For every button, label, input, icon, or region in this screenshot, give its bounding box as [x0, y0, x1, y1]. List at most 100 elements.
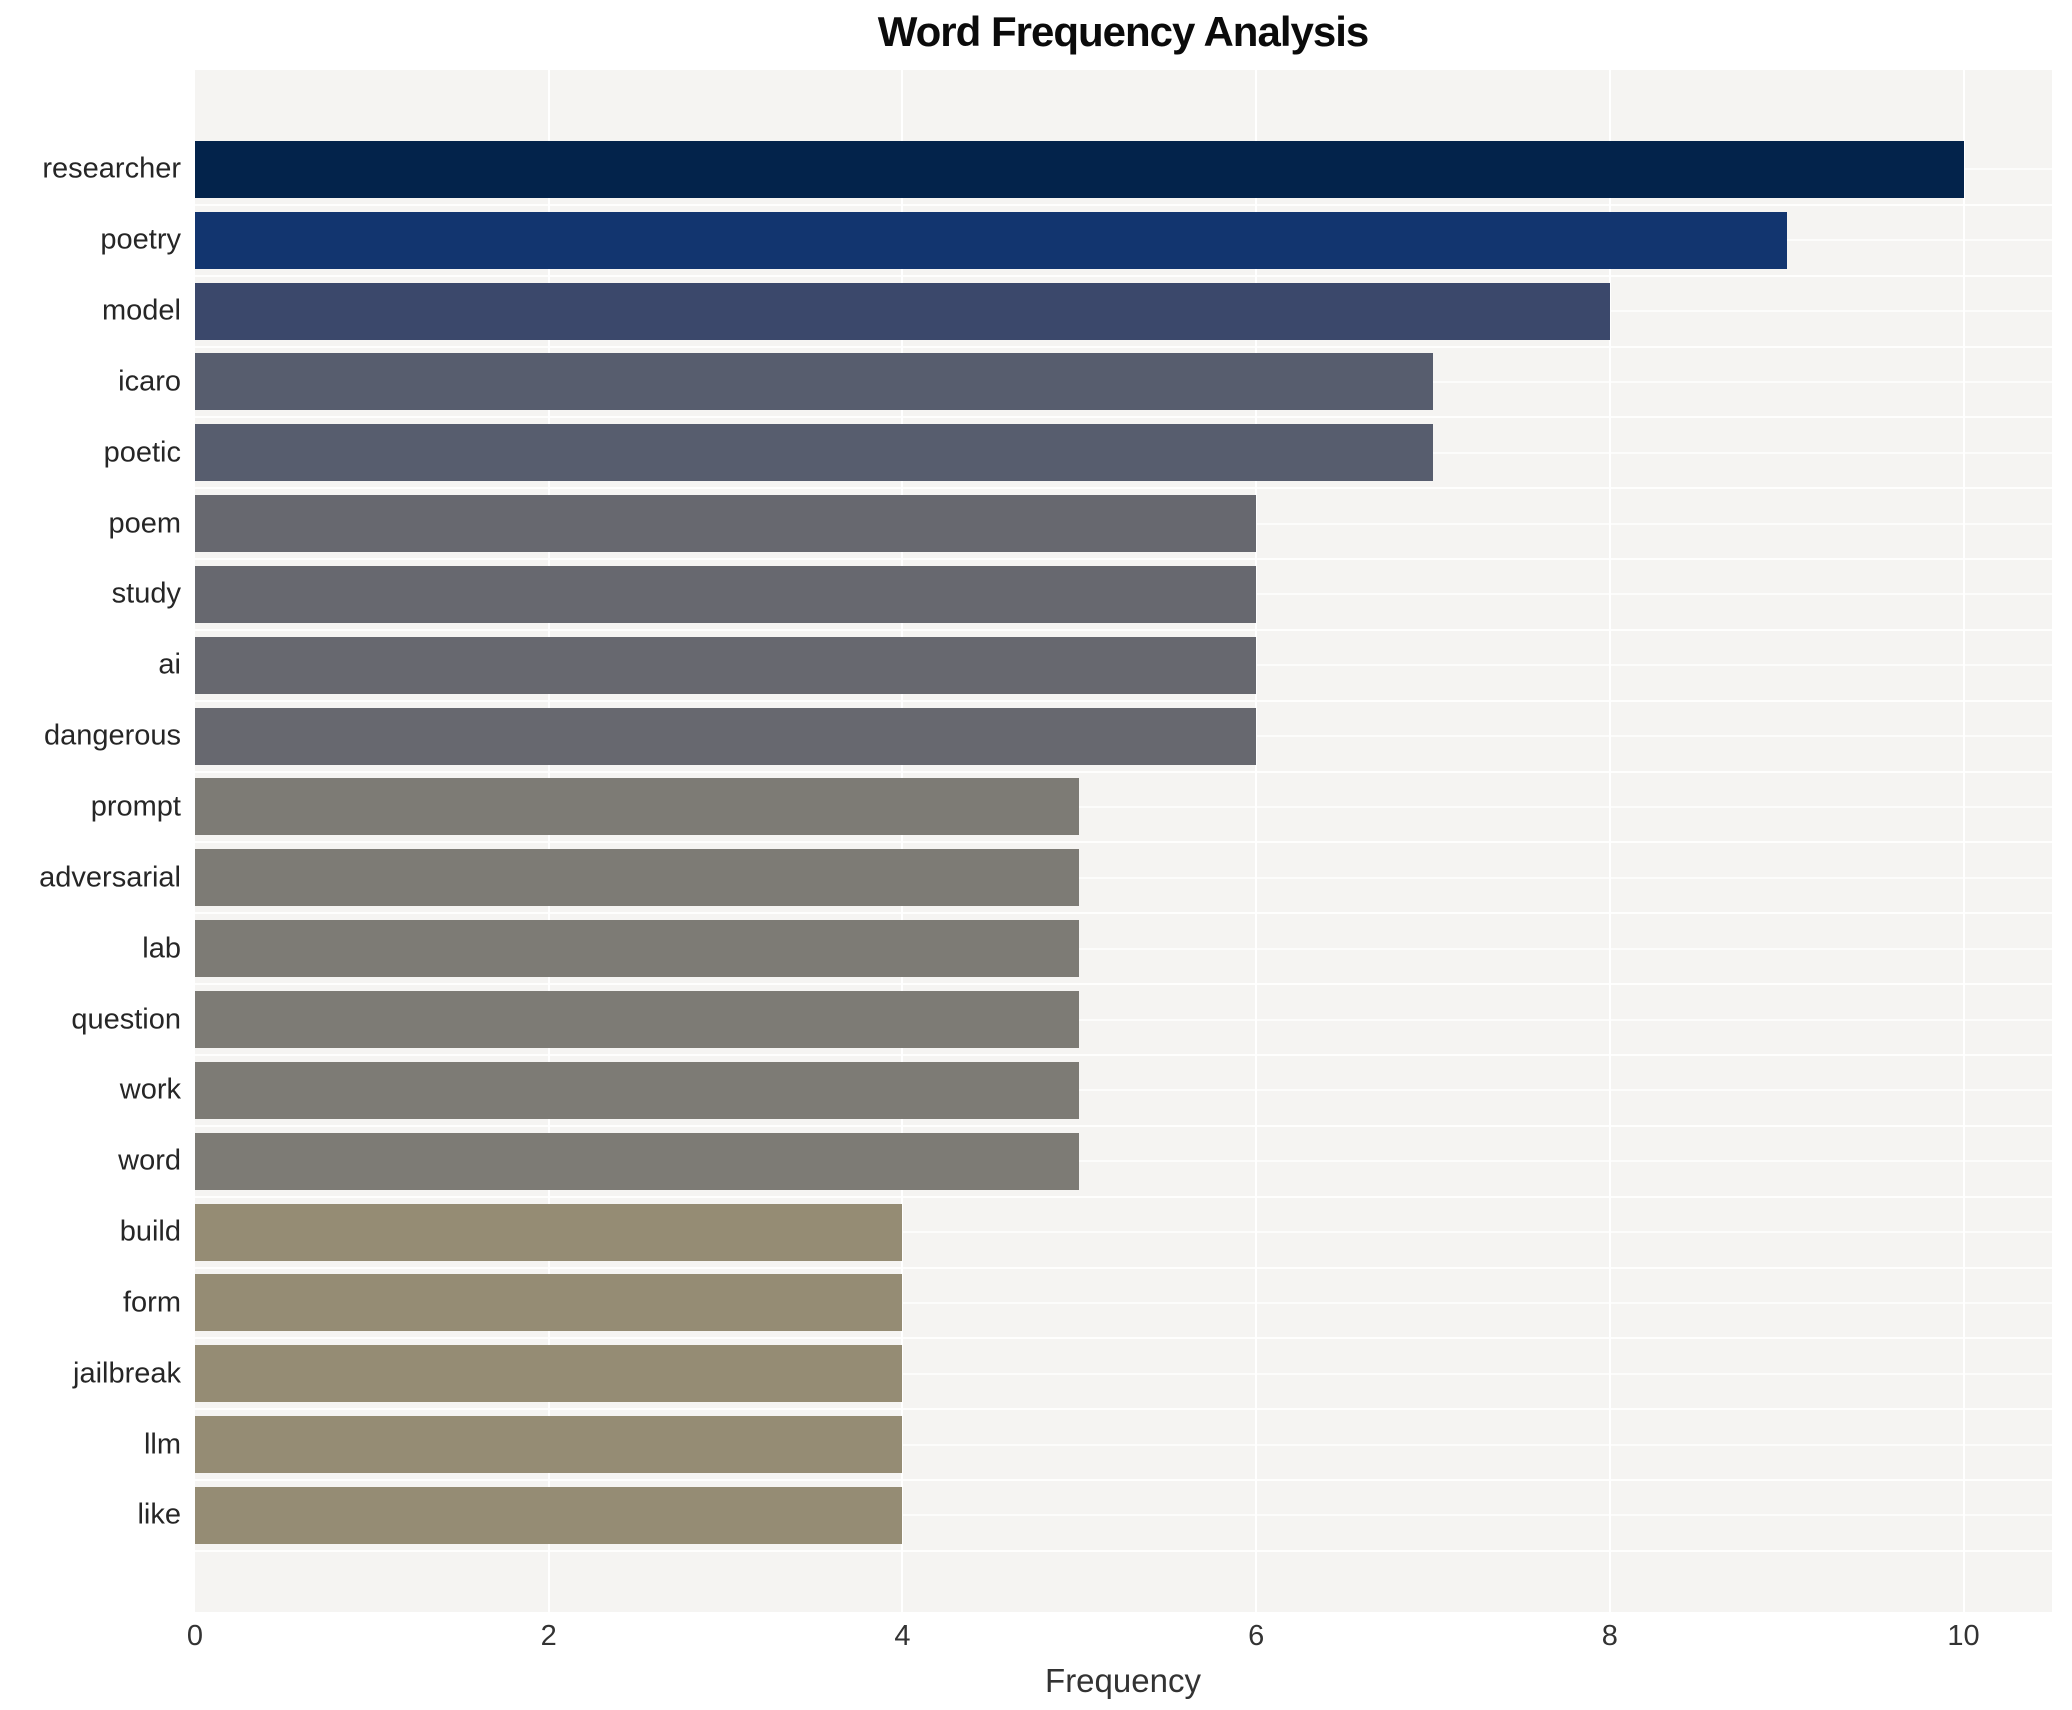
row-boundary-line [195, 203, 2052, 206]
bar-row: work [120, 1055, 2052, 1127]
bar-row: lab [142, 913, 2052, 986]
row-boundary-line [195, 487, 2052, 490]
bar-poetry [195, 211, 1787, 269]
y-gridline [195, 1443, 2052, 1446]
y-tick-label-dangerous: dangerous [43, 719, 181, 752]
bar-jailbreak [195, 1345, 903, 1403]
row-boundary-line [195, 1053, 2052, 1056]
y-tick-label-question: question [71, 1003, 181, 1036]
bar-row: dangerous [44, 701, 2052, 773]
row-boundary-line [195, 416, 2052, 419]
bar-lab [195, 920, 1080, 978]
y-tick-label-model: model [102, 294, 181, 327]
y-tick-label-study: study [111, 577, 181, 610]
bar-row: model [102, 276, 2052, 348]
y-gridline [195, 876, 2052, 879]
bar-like [195, 1486, 903, 1544]
row-boundary-line [195, 699, 2052, 702]
y-gridline [195, 1372, 2052, 1375]
x-tick-label-4: 4 [894, 1620, 911, 1652]
bar-row: build [120, 1197, 2052, 1269]
bar-poem [195, 495, 1257, 553]
bar-build [195, 1203, 903, 1261]
row-boundary-line [195, 1266, 2052, 1269]
x-gridline-8 [1608, 70, 1611, 1612]
bar-row: ai [158, 630, 2052, 702]
bar-row: poem [108, 488, 2052, 561]
x-axis-title: Frequency [1045, 1662, 1201, 1699]
y-gridline [195, 1018, 2052, 1021]
row-boundary-line [195, 1549, 2052, 1552]
bar-row: llm [144, 1409, 2052, 1482]
bar-rows: researcher poetry model icaro poetic poem stud… [39, 134, 2052, 1552]
bar-form [195, 1274, 903, 1332]
y-tick-label-poetic: poetic [103, 436, 181, 469]
row-boundary-line [195, 983, 2052, 986]
y-tick-label-researcher: researcher [42, 152, 181, 185]
row-boundary-line [195, 628, 2052, 631]
y-tick-label-llm: llm [143, 1428, 181, 1461]
bar-row: researcher [42, 134, 2052, 206]
plot-area: researcher poetry model icaro poetic poem stud… [39, 70, 2052, 1612]
x-tick-label-6: 6 [1248, 1620, 1265, 1652]
y-tick-label-poetry: poetry [100, 223, 181, 256]
row-boundary-line [195, 841, 2052, 844]
y-tick-label-icaro: icaro [118, 365, 181, 398]
x-tick-label-2: 2 [540, 1620, 557, 1652]
x-tick-label-8: 8 [1601, 1620, 1618, 1652]
bar-dangerous [195, 707, 1257, 765]
y-tick-label-lab: lab [142, 932, 181, 965]
y-gridline [195, 1231, 2052, 1234]
bar-llm [195, 1416, 903, 1474]
row-boundary-line [195, 770, 2052, 773]
y-tick-label-work: work [119, 1073, 181, 1106]
row-boundary-line [195, 558, 2052, 561]
row-boundary-line [195, 1124, 2052, 1127]
y-tick-label-form: form [123, 1286, 181, 1319]
y-gridline [195, 1301, 2052, 1304]
row-boundary-line [195, 345, 2052, 348]
bar-work [195, 1061, 1080, 1119]
bar-question [195, 991, 1080, 1049]
bar-row: adversarial [39, 842, 2052, 915]
x-tick-label-0: 0 [186, 1620, 204, 1652]
y-gridline [195, 1160, 2052, 1163]
y-gridline [195, 947, 2052, 950]
bar-row: jailbreak [73, 1338, 2052, 1411]
bar-row: study [112, 559, 2052, 631]
x-gridline-10 [1962, 70, 1965, 1612]
x-tick-label-10: 10 [1947, 1620, 1980, 1652]
row-boundary-line [195, 912, 2052, 915]
y-tick-label-poem: poem [108, 507, 181, 540]
x-gridline-4 [901, 70, 904, 1612]
bar-poetic [195, 424, 1433, 482]
y-gridline [195, 1514, 2052, 1517]
bar-word [195, 1132, 1080, 1190]
y-gridline [195, 1089, 2052, 1092]
bar-row: prompt [91, 772, 2052, 844]
y-tick-label-adversarial: adversarial [39, 861, 181, 894]
row-boundary-line [195, 1195, 2052, 1198]
x-gridline-6 [1255, 70, 1258, 1612]
x-gridline-2 [547, 70, 550, 1612]
x-axis-ticks: 0 2 4 6 8 10 [187, 1620, 2052, 1660]
y-tick-label-jailbreak: jailbreak [73, 1357, 181, 1390]
bar-row: icaro [118, 347, 2052, 419]
y-tick-label-prompt: prompt [90, 790, 181, 823]
chart-title: Word Frequency Analysis [877, 8, 1369, 55]
bar-adversarial [195, 849, 1080, 907]
row-boundary-line [195, 1408, 2052, 1411]
bar-prompt [195, 778, 1080, 836]
bar-row: question [71, 984, 2052, 1056]
bar-row: form [123, 1268, 2052, 1340]
y-tick-label-word: word [118, 1144, 181, 1177]
bar-study [195, 565, 1257, 623]
y-tick-label-ai: ai [158, 648, 181, 681]
bar-row: poetic [104, 417, 2052, 490]
bar-ai [195, 636, 1257, 694]
bar-model [195, 282, 1610, 340]
bar-row: poetry [100, 205, 2052, 277]
bar-researcher [195, 140, 1964, 198]
row-boundary-line [195, 274, 2052, 277]
